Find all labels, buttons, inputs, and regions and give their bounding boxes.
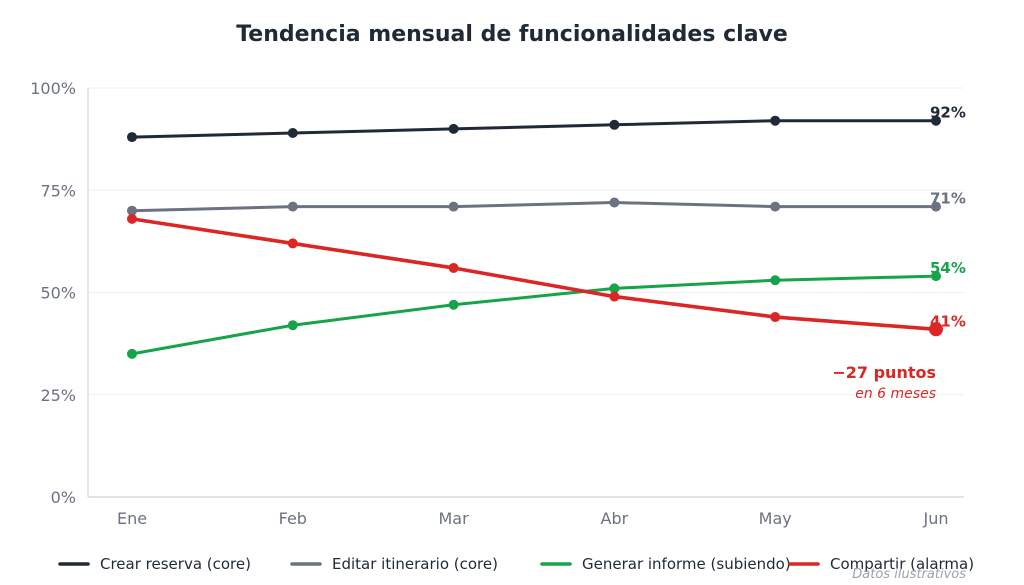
- data-point: [931, 271, 941, 282]
- end-value-label: 41%: [930, 312, 966, 330]
- series-layer: [127, 115, 943, 359]
- data-point: [287, 238, 298, 249]
- data-point: [127, 132, 137, 143]
- x-tick-label: Mar: [439, 509, 470, 528]
- x-tick-label: Feb: [279, 509, 307, 528]
- series-line: [130, 119, 938, 139]
- annotation-layer: −27 puntos en 6 meses: [832, 363, 936, 402]
- data-point: [609, 197, 620, 208]
- data-point: [287, 201, 298, 212]
- grid-layer: [88, 87, 964, 396]
- data-point: [770, 275, 781, 286]
- data-point: [448, 262, 459, 273]
- x-tick-label: Jun: [923, 509, 949, 528]
- data-point: [448, 201, 459, 212]
- y-tick-label: 75%: [40, 181, 76, 200]
- legend-label: Generar informe (subiendo): [582, 555, 791, 573]
- end-value-label: 54%: [930, 259, 966, 277]
- data-point: [931, 115, 941, 126]
- x-tick-label: Abr: [601, 509, 629, 528]
- legend-label: Crear reserva (core): [100, 555, 251, 573]
- series-line: [130, 201, 938, 213]
- axis-layer: 0% 25% 50% 75% 100% Ene Feb Mar Abr May Jun: [30, 79, 964, 528]
- data-point: [770, 201, 781, 212]
- data-point: [287, 320, 298, 331]
- data-point: [287, 127, 298, 138]
- data-point: [609, 283, 620, 294]
- legend: Crear reserva (core) Editar itinerario (c…: [58, 555, 974, 573]
- series-line: [130, 274, 938, 356]
- data-point: [127, 205, 137, 216]
- legend-label: Editar itinerario (core): [332, 555, 498, 573]
- data-point: [609, 291, 620, 302]
- label-layer: 92% 71% 54% 41%: [930, 104, 966, 331]
- data-point: [448, 299, 459, 310]
- x-tick-label: May: [759, 509, 792, 528]
- footnote: Datos ilustrativos: [852, 567, 966, 582]
- data-point: [609, 119, 620, 130]
- y-tick-label: 25%: [40, 386, 76, 405]
- data-point: [770, 312, 781, 323]
- end-value-label: 92%: [930, 104, 966, 122]
- series-line: [130, 217, 938, 332]
- y-tick-label: 50%: [40, 284, 76, 303]
- chart-title: Tendencia mensual de funcionalidades cla…: [236, 22, 788, 47]
- x-tick-label: Ene: [117, 509, 147, 528]
- data-point: [127, 348, 137, 359]
- annotation-sub: en 6 meses: [855, 386, 936, 402]
- end-value-label: 71%: [930, 190, 966, 208]
- y-tick-label: 0%: [51, 488, 76, 507]
- y-tick-label: 100%: [30, 79, 76, 98]
- data-point: [448, 123, 459, 134]
- data-point: [931, 201, 941, 212]
- legend-label: Compartir (alarma): [830, 555, 974, 573]
- annotation-main: −27 puntos: [832, 363, 936, 382]
- data-point: [127, 213, 137, 224]
- data-point: [929, 322, 943, 337]
- data-point: [770, 115, 781, 126]
